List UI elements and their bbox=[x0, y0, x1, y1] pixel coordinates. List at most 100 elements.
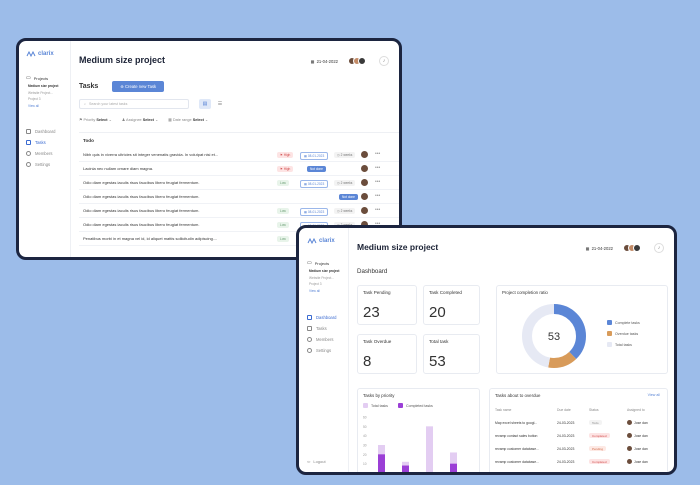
assignee-avatar[interactable] bbox=[361, 193, 368, 200]
project-item[interactable]: Medium size project bbox=[28, 84, 59, 88]
task-row[interactable]: Lacinia nec nullam ornare diam magna. ⚑ H… bbox=[79, 162, 399, 176]
view-all-projects-link[interactable]: View all bbox=[309, 288, 320, 293]
more-icon[interactable]: ••• bbox=[375, 221, 381, 227]
members-icon bbox=[26, 151, 31, 156]
priority-badge: ⚑ High bbox=[277, 165, 294, 172]
date-range-filter[interactable]: ▦ Date range Select ⌄ bbox=[168, 118, 209, 122]
project-item[interactable]: Website Project... bbox=[28, 90, 53, 95]
more-icon[interactable]: ••• bbox=[375, 207, 381, 213]
member-avatars[interactable] bbox=[623, 244, 641, 252]
assignee-avatar[interactable] bbox=[361, 165, 368, 172]
nav-dashboard[interactable]: Dashboard bbox=[26, 129, 56, 134]
legend-swatch bbox=[397, 403, 403, 408]
nav-label: Dashboard bbox=[316, 315, 337, 320]
add-icon: ⊕ bbox=[120, 84, 126, 89]
view-all-projects-link[interactable]: View all bbox=[28, 103, 39, 108]
nav-tasks[interactable]: Tasks bbox=[307, 326, 337, 331]
duration-badge: ◷ 2 weeks bbox=[334, 151, 356, 158]
stat-card-completed: Task Completed 20 bbox=[423, 285, 480, 325]
app-logo[interactable]: clarix bbox=[307, 238, 335, 244]
nav-dashboard[interactable]: Dashboard bbox=[307, 315, 337, 320]
more-icon[interactable]: ••• bbox=[375, 179, 381, 185]
overdue-row[interactable]: revamp customer database... 24-03-2023 Pen… bbox=[490, 446, 667, 451]
task-row[interactable]: Odio diam egestas iaculis risus faucibus… bbox=[79, 204, 399, 218]
task-row[interactable]: Nibh quis in viverra ultricies sit integ… bbox=[79, 148, 399, 162]
tasks-icon bbox=[307, 326, 312, 331]
tasks-window: clarix ▭ Projects Medium size project Web… bbox=[16, 38, 402, 260]
tasks-heading: Tasks bbox=[79, 83, 99, 90]
logout-button[interactable]: ⇦ Logout bbox=[307, 459, 326, 464]
tasks-icon bbox=[26, 140, 31, 145]
logout-label: Logout bbox=[313, 459, 326, 464]
duration-badge: ◷ 2 weeks bbox=[334, 221, 356, 228]
overdue-view-all-link[interactable]: View all bbox=[647, 393, 660, 397]
stat-label: Task Overdue bbox=[363, 339, 392, 344]
due-date-badge[interactable]: ▦ 08-01-2023 bbox=[300, 179, 329, 188]
view-toggle: ▤ ☰ bbox=[199, 99, 226, 109]
assignee-avatar bbox=[627, 433, 632, 438]
create-task-label: Create new Task bbox=[125, 84, 157, 89]
overdue-row[interactable]: revamp contact sales button 24-03-2023 Com… bbox=[490, 433, 667, 438]
board-view-icon[interactable]: ▤ bbox=[199, 99, 211, 109]
project-item[interactable]: Project 3 bbox=[28, 97, 41, 101]
stat-label: Total task bbox=[429, 339, 449, 344]
assignee-avatar[interactable] bbox=[361, 151, 368, 158]
column-header: Task name bbox=[495, 408, 512, 412]
overdue-title: Tasks about to overdue bbox=[495, 393, 541, 398]
assignee-avatar[interactable] bbox=[361, 221, 368, 228]
assignee-filter[interactable]: ♟ Assignee Select ⌄ bbox=[121, 118, 159, 122]
members-icon bbox=[307, 337, 312, 342]
legend-item: Overdue tasks bbox=[607, 331, 640, 336]
donut-slice bbox=[522, 304, 586, 368]
search-input[interactable]: ⌕ Search your latest tasks bbox=[79, 99, 189, 109]
nav-settings[interactable]: Settings bbox=[307, 348, 337, 353]
completion-title: Project completion ratio bbox=[502, 290, 548, 295]
due-date-badge[interactable]: ▦ 08-01-2023 bbox=[300, 151, 329, 160]
overdue-row[interactable]: revamp customer database... 24-03-2023 Com… bbox=[490, 459, 667, 464]
legend-item: Total tasks bbox=[363, 403, 388, 408]
list-view-icon[interactable]: ☰ bbox=[214, 99, 226, 109]
task-row[interactable]: Odio diam egestas iaculis risus faucibus… bbox=[79, 176, 399, 190]
project-item[interactable]: Website Project... bbox=[309, 275, 334, 280]
task-row[interactable]: Odio diam egestas iaculis risus faucibus… bbox=[79, 190, 399, 204]
nav-members[interactable]: Members bbox=[26, 151, 56, 156]
gear-icon bbox=[307, 348, 312, 353]
status-badge: Not done bbox=[339, 193, 358, 200]
duration-badge: ◷ 2 weeks bbox=[334, 179, 356, 186]
dashboard-icon bbox=[26, 129, 31, 134]
app-logo[interactable]: clarix bbox=[26, 51, 54, 57]
nav-members[interactable]: Members bbox=[307, 337, 337, 342]
more-icon[interactable]: ••• bbox=[375, 165, 381, 171]
more-icon[interactable]: ••• bbox=[375, 193, 381, 199]
y-tick-label: 40 bbox=[363, 434, 367, 438]
brand-name: clarix bbox=[319, 238, 335, 244]
project-item[interactable]: Medium size project bbox=[309, 269, 340, 273]
priority-badge: ⚑ High bbox=[277, 151, 294, 158]
priority-filter[interactable]: ⚑ Priority Select ⌄ bbox=[79, 118, 112, 122]
create-task-button[interactable]: ⊕ Create new Task bbox=[112, 81, 165, 92]
calendar-icon: ▦ bbox=[585, 245, 590, 251]
project-item[interactable]: Project 3 bbox=[309, 282, 322, 286]
more-icon[interactable]: ••• bbox=[375, 151, 381, 157]
assignee-avatar[interactable] bbox=[361, 179, 368, 186]
due-date-badge[interactable]: ▦ 08-01-2023 bbox=[300, 207, 329, 216]
logo-icon bbox=[26, 51, 36, 57]
bell-icon[interactable]: ♪ bbox=[654, 243, 664, 253]
folder-icon: ▭ bbox=[26, 75, 31, 81]
assignee-avatar bbox=[627, 446, 632, 451]
due-date: 24-03-2023 bbox=[557, 446, 575, 451]
task-name: revamp customer database... bbox=[495, 459, 539, 464]
status-badge: Todo bbox=[589, 420, 602, 425]
member-avatars[interactable] bbox=[348, 57, 366, 65]
projects-section: ▭ Projects Medium size project Website Pr… bbox=[307, 260, 349, 295]
nav-settings[interactable]: Settings bbox=[26, 162, 56, 167]
overdue-row[interactable]: Map excel sheets to googl... 24-03-2023 To… bbox=[490, 420, 667, 425]
bell-icon[interactable]: ♪ bbox=[379, 56, 389, 66]
priority-badge: Low bbox=[277, 221, 289, 228]
filter-label: Date range bbox=[172, 118, 192, 122]
assignee-avatar bbox=[627, 420, 632, 425]
nav-tasks[interactable]: Tasks bbox=[26, 140, 56, 145]
header-tools: ▦ 21-04-2022 ♪ bbox=[311, 56, 389, 66]
assignee-avatar[interactable] bbox=[361, 207, 368, 214]
task-title: Odio diam egestas iaculis risus faucibus… bbox=[83, 194, 200, 199]
